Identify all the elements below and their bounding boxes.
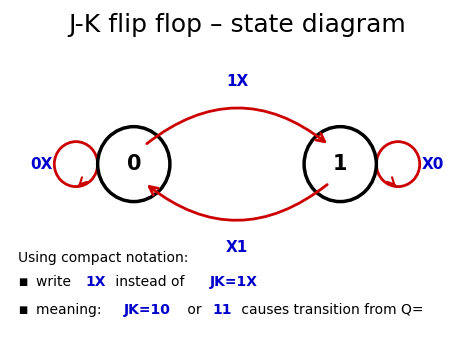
- Text: 1: 1: [333, 154, 347, 174]
- Circle shape: [304, 127, 376, 202]
- Text: 0: 0: [473, 303, 474, 317]
- Text: JK=10: JK=10: [124, 303, 171, 317]
- Text: X0: X0: [421, 157, 444, 171]
- Text: 0X: 0X: [30, 157, 53, 171]
- Text: meaning:: meaning:: [36, 303, 106, 317]
- Text: 11: 11: [212, 303, 232, 317]
- Text: 19: 19: [441, 334, 457, 344]
- Circle shape: [98, 127, 170, 202]
- Text: Using compact notation:: Using compact notation:: [18, 251, 188, 265]
- Text: J-K flip flop – state diagram: J-K flip flop – state diagram: [68, 13, 406, 37]
- Text: or: or: [183, 303, 206, 317]
- Text: X1: X1: [226, 240, 248, 255]
- Text: write: write: [36, 275, 75, 289]
- Text: JK=1X: JK=1X: [210, 275, 258, 289]
- Text: ■: ■: [18, 277, 27, 287]
- Text: ■: ■: [18, 305, 27, 315]
- Text: instead of: instead of: [111, 275, 189, 289]
- Text: 1X: 1X: [85, 275, 106, 289]
- Text: 1X: 1X: [226, 73, 248, 89]
- Text: 0: 0: [127, 154, 141, 174]
- Text: causes transition from Q=: causes transition from Q=: [237, 303, 424, 317]
